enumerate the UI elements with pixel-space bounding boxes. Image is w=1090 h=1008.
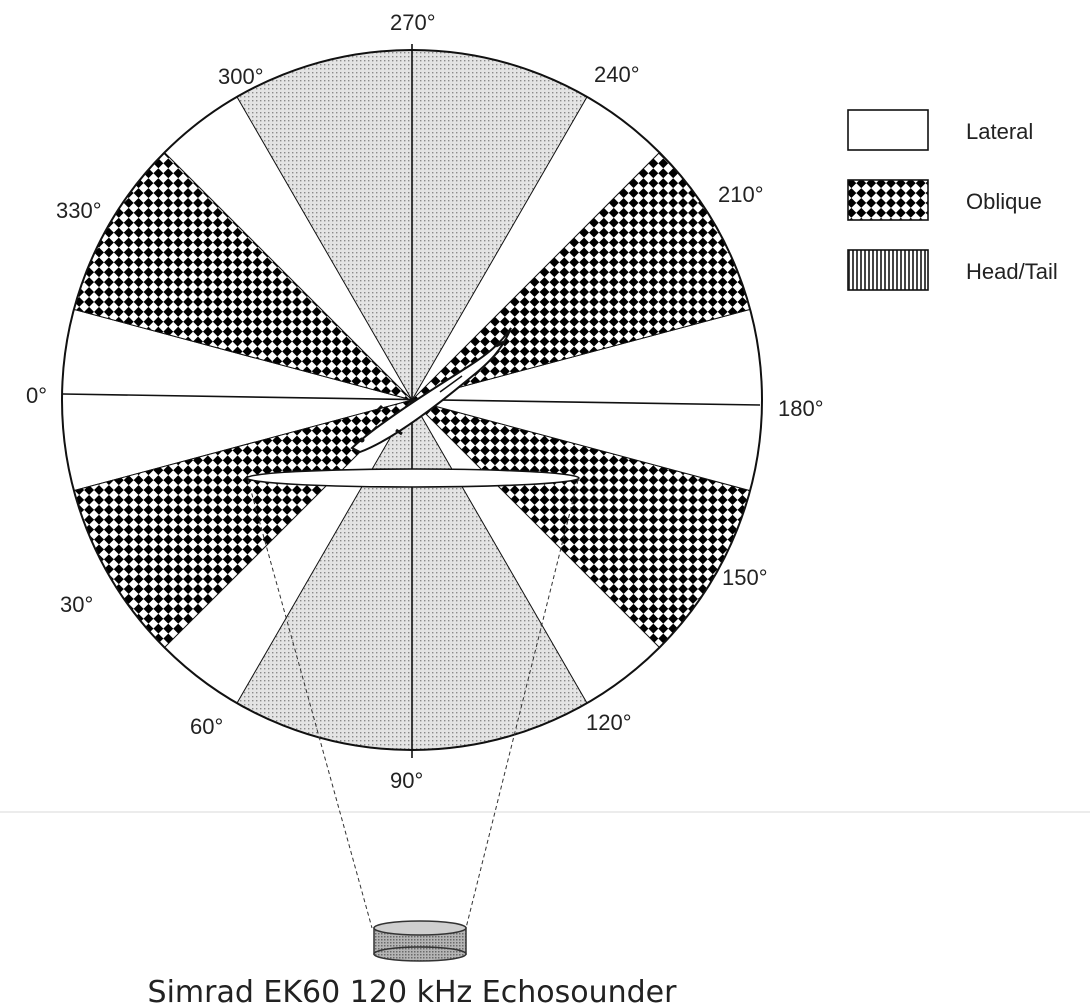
legend-label-head-tail: Head/Tail: [966, 259, 1058, 284]
legend-label-oblique: Oblique: [966, 189, 1042, 214]
legend-swatch-oblique: [847, 179, 929, 221]
angle-label-240: 240°: [594, 62, 640, 87]
beam-line-left: [247, 479, 373, 929]
angle-label-60: 60°: [190, 714, 223, 739]
angle-label-0: 0°: [26, 383, 47, 408]
fish-icon: [350, 327, 512, 454]
angle-label-270: 270°: [390, 10, 436, 35]
angle-label-210: 210°: [718, 182, 764, 207]
beam-ellipse: [246, 468, 580, 488]
angle-label-120: 120°: [586, 710, 632, 735]
angle-label-180: 180°: [778, 396, 824, 421]
angle-label-150: 150°: [722, 565, 768, 590]
angle-label-300: 300°: [218, 64, 264, 89]
legend-swatch-head-tail: [847, 249, 929, 291]
caption: Simrad EK60 120 kHz Echosounder: [148, 975, 678, 1008]
angle-label-30: 30°: [60, 592, 93, 617]
legend-label-lateral: Lateral: [966, 119, 1033, 144]
legend-swatch-lateral: [847, 109, 929, 151]
legend: Lateral Oblique Head/Tail: [847, 109, 1058, 291]
angle-labels: 0° 30° 60° 90° 120° 150° 180° 210° 240° …: [26, 10, 824, 793]
angle-label-90: 90°: [390, 768, 423, 793]
echosounder-transducer-icon: [373, 920, 467, 962]
angle-label-330: 330°: [56, 198, 102, 223]
horizontal-axis: [62, 393, 761, 406]
